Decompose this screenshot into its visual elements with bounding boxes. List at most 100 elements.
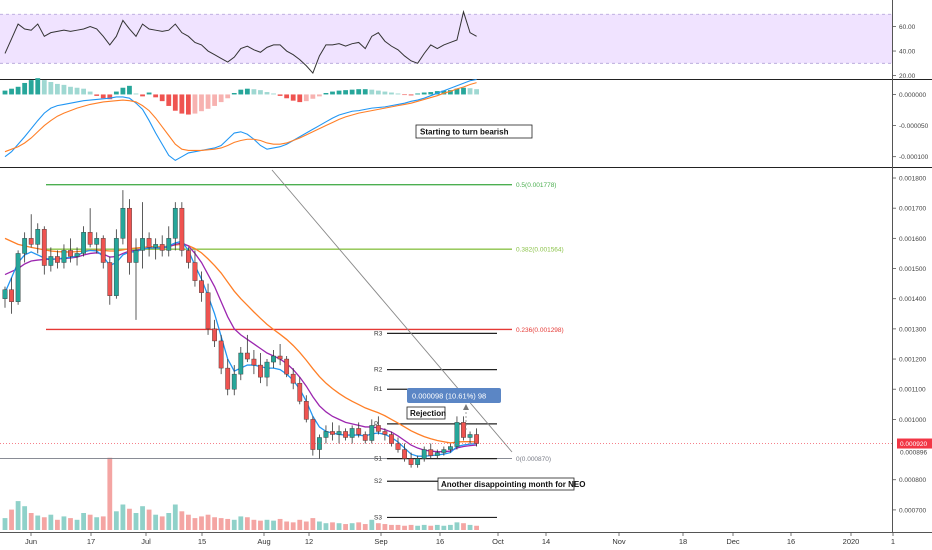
volume-bar — [205, 514, 211, 530]
measure-tool[interactable]: 0.000098 (10.61%) 98 — [407, 388, 501, 430]
annotation-month-box — [437, 477, 575, 491]
macd-histogram-bar — [87, 91, 93, 95]
volume-bar — [375, 523, 381, 530]
time-axis-label: Nov — [612, 537, 626, 546]
trendline[interactable] — [271, 169, 513, 453]
macd-histogram-bar — [186, 94, 191, 115]
price-axis-label: 0.001600 — [899, 236, 926, 243]
candle-body — [323, 431, 329, 438]
macd-histogram-bar — [100, 94, 106, 99]
candle-body — [2, 289, 8, 299]
macd-histogram-bar — [55, 83, 60, 95]
rsi-axis-label: 40.00 — [899, 48, 916, 55]
time-axis-label: 16 — [787, 537, 795, 546]
rsi-panel — [4, 9, 477, 75]
macd-histogram-bar — [336, 90, 342, 95]
current-price-tag-box — [897, 438, 932, 449]
volume-bar — [461, 523, 466, 530]
macd-histogram-bar — [133, 93, 139, 95]
candle-body — [428, 449, 434, 456]
volume-bar — [290, 522, 296, 530]
candle-body — [434, 452, 440, 456]
macd-histogram-bar — [94, 94, 100, 96]
volume-bar — [395, 524, 401, 530]
candle-body — [153, 244, 159, 248]
time-axis[interactable]: Jun 17 Jul 15 Aug 12 Sep 16 Oct 14 Nov 18 Dec 16 2020 1 — [25, 532, 895, 546]
candle-body — [382, 431, 388, 435]
pivot-label: S3 — [374, 514, 382, 521]
volume-bar — [330, 522, 335, 530]
macd-histogram-bar — [68, 86, 73, 95]
time-axis-label: Aug — [257, 537, 270, 546]
macd-line — [4, 78, 477, 162]
macd-histogram-bar — [395, 93, 401, 95]
time-axis-label: Sep — [374, 537, 387, 546]
candle-body — [290, 373, 296, 384]
candle-body — [395, 443, 401, 450]
volume-bar — [297, 519, 303, 530]
candle-body — [107, 262, 113, 296]
macd-axis-label: -0.000100 — [899, 154, 929, 161]
candle-body — [218, 340, 224, 369]
candle-body — [454, 422, 460, 447]
macd-histogram-bar — [238, 89, 244, 95]
macd-histogram-bar — [192, 94, 198, 114]
pivot-label: P — [374, 421, 378, 428]
fib-level-label: 0.5(0.001778) — [516, 182, 556, 189]
candle-body — [15, 253, 21, 302]
macd-histogram-bar — [277, 94, 283, 96]
macd-histogram-bar — [74, 87, 80, 95]
macd-histogram-bar — [218, 94, 224, 103]
volume-bar — [402, 525, 407, 530]
candle-body — [277, 355, 283, 360]
annotation-rejection[interactable]: Rejection — [406, 406, 446, 420]
volume-bar — [199, 516, 204, 530]
annotation-month[interactable]: Another disappointing month for NEO — [437, 477, 585, 491]
fib-level-label: 0(0.000870) — [516, 456, 551, 463]
macd-histogram-bar — [48, 82, 54, 95]
volume-bar — [218, 518, 224, 530]
volume-bar — [428, 525, 434, 530]
volume-bar — [22, 506, 28, 530]
candle-body — [284, 358, 290, 375]
candle-body — [28, 238, 34, 245]
macd-histogram-bar — [2, 90, 8, 95]
volume-bar — [271, 520, 276, 530]
pivot-label: R1 — [374, 386, 383, 393]
macd-histogram-bar — [120, 87, 126, 95]
price-axis[interactable]: 0.001800 0.001700 0.001600 0.001500 0.001400… — [892, 24, 929, 514]
candle-body — [336, 431, 342, 435]
pivot-label: S2 — [374, 478, 382, 485]
volume-bar — [212, 517, 217, 530]
macd-histogram-bar — [310, 94, 316, 99]
macd-histogram-bar — [231, 93, 237, 95]
volume-bar — [323, 523, 329, 530]
macd-histogram-bar — [258, 90, 263, 95]
macd-histogram-bar — [146, 92, 152, 95]
candle-body — [264, 361, 270, 378]
time-axis-label: 1 — [891, 537, 895, 546]
candle-body — [166, 238, 172, 251]
macd-histogram-bar — [402, 94, 407, 96]
macd-histogram-bar — [225, 94, 231, 99]
price-axis-label: 0.001000 — [899, 417, 926, 424]
volume-bar — [303, 521, 309, 530]
candle-body — [448, 446, 453, 450]
measure-box — [407, 388, 501, 403]
volume-bar — [140, 506, 145, 530]
annotation-macd[interactable]: Starting to turn bearish — [415, 124, 533, 139]
macd-histogram-bar — [140, 94, 145, 97]
volume-bar — [467, 524, 473, 530]
candle-body — [474, 434, 479, 444]
volume-bar — [166, 513, 172, 530]
volume-bar — [9, 509, 14, 530]
macd-histogram-bar — [356, 89, 362, 95]
candle-body — [421, 449, 427, 459]
candle-body — [244, 352, 250, 360]
time-axis-label: Jun — [25, 537, 37, 546]
volume-bar — [474, 525, 479, 530]
time-axis-label: 16 — [436, 537, 444, 546]
volume-bar — [277, 518, 283, 530]
volume-bar — [15, 501, 21, 530]
